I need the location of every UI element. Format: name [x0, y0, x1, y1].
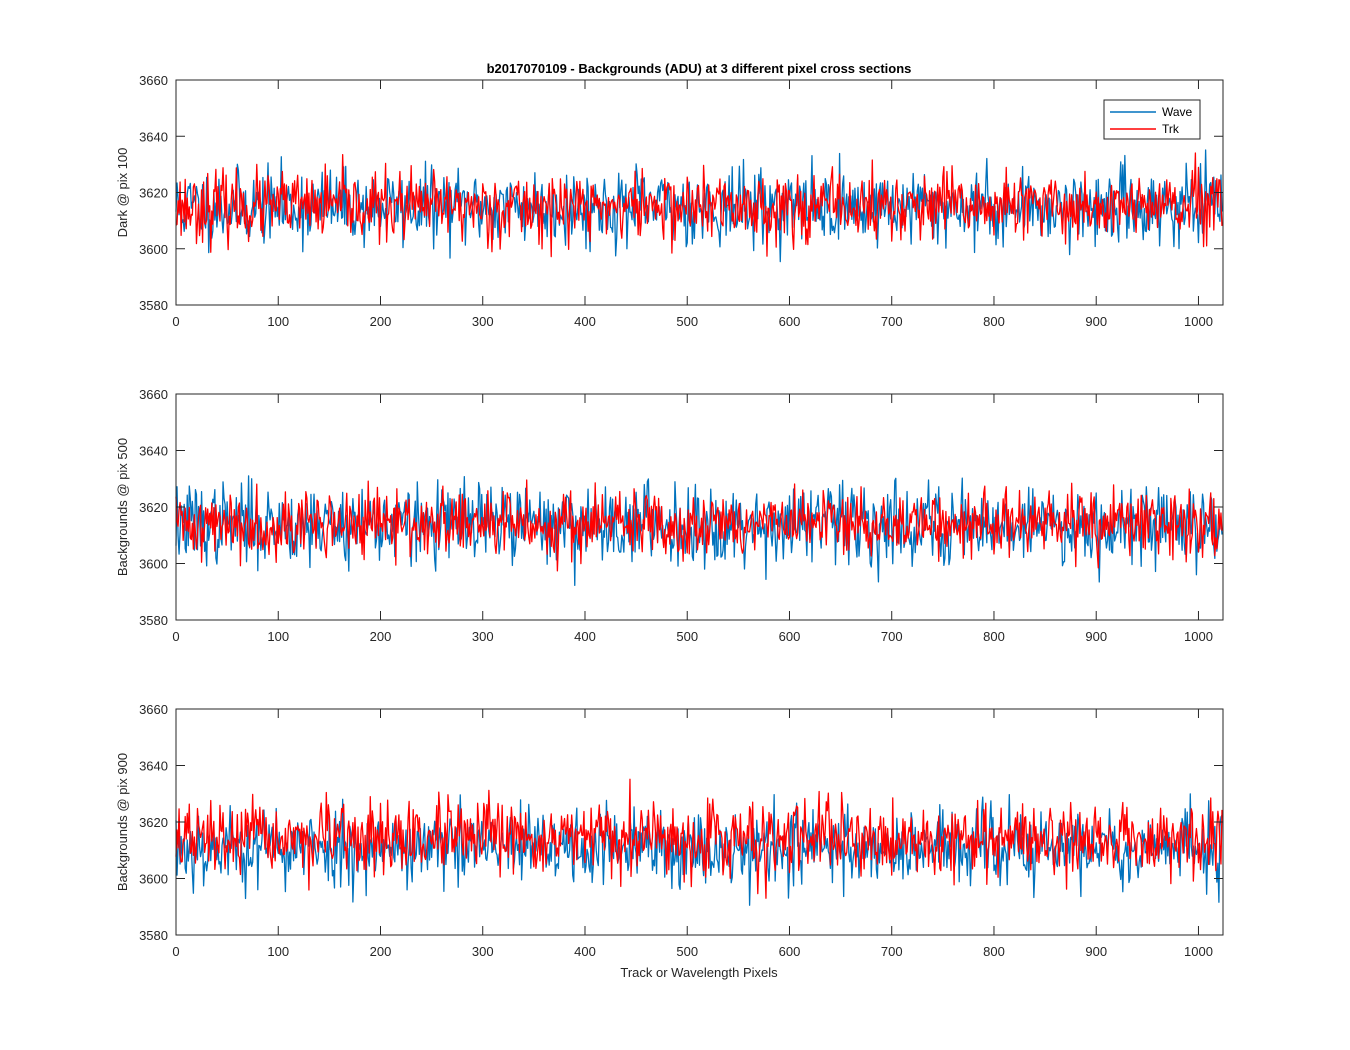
x-tick-label: 1000 [1184, 629, 1213, 644]
legend-box [1103, 99, 1201, 140]
y-tick-label: 3620 [139, 815, 168, 830]
x-tick-label: 100 [267, 629, 289, 644]
series-line-trk [175, 479, 1223, 572]
legend-entry-wave: Wave [1162, 105, 1193, 119]
x-tick-label: 100 [267, 314, 289, 329]
y-tick-label: 3660 [139, 73, 168, 88]
panel-1-series [175, 149, 1223, 263]
x-tick-label: 800 [983, 944, 1005, 959]
panel-1-plot-area [176, 80, 1223, 305]
x-tick-label: 500 [676, 629, 698, 644]
panel-1-y-axis-label: Dark @ pix 100 [115, 148, 130, 238]
x-tick-label: 800 [983, 629, 1005, 644]
y-tick-label: 3620 [139, 186, 168, 201]
x-tick-label: 900 [1085, 629, 1107, 644]
x-tick-label: 300 [472, 629, 494, 644]
x-tick-label: 1000 [1184, 944, 1213, 959]
panel-2-y-axis-label: Backgrounds @ pix 500 [115, 438, 130, 576]
panel-2-ticks: 0 100 200 300 400 500 600 700 800 900 1000 3580 3600… [139, 387, 1223, 644]
panel-3-series [175, 778, 1223, 906]
x-tick-label: 600 [779, 944, 801, 959]
panel-2: Backgrounds @ pix 500 0 100 200 300 400 500 60… [115, 387, 1224, 644]
panel-1-axes-box [175, 79, 1224, 306]
x-axis-label: Track or Wavelength Pixels [620, 965, 778, 980]
y-tick-label: 3640 [139, 759, 168, 774]
panel-2-axes-box [175, 393, 1224, 621]
legend: Wave Trk [1103, 99, 1201, 140]
series-line-trk [175, 152, 1223, 258]
x-tick-label: 200 [370, 944, 392, 959]
panel-3-plot-area [176, 709, 1223, 935]
y-tick-label: 3660 [139, 702, 168, 717]
y-tick-label: 3580 [139, 928, 168, 943]
panel-2-series [175, 475, 1223, 586]
y-tick-label: 3600 [139, 872, 168, 887]
y-tick-label: 3660 [139, 387, 168, 402]
y-tick-label: 3640 [139, 444, 168, 459]
panel-3-ticks: 0 100 200 300 400 500 600 700 800 900 1000 3580 3600… [139, 702, 1223, 959]
y-tick-label: 3640 [139, 129, 168, 144]
x-tick-label: 300 [472, 944, 494, 959]
x-tick-label: 400 [574, 944, 596, 959]
x-tick-label: 0 [172, 314, 179, 329]
y-tick-label: 3620 [139, 500, 168, 515]
x-tick-label: 700 [881, 944, 903, 959]
legend-entry-trk: Trk [1162, 122, 1180, 136]
x-tick-label: 0 [172, 944, 179, 959]
x-tick-label: 700 [881, 629, 903, 644]
x-tick-label: 0 [172, 629, 179, 644]
y-tick-label: 3580 [139, 298, 168, 313]
x-tick-label: 200 [370, 314, 392, 329]
y-tick-label: 3600 [139, 557, 168, 572]
x-tick-label: 900 [1085, 314, 1107, 329]
x-tick-label: 600 [779, 314, 801, 329]
panel-3-axes-box [175, 708, 1224, 936]
panel-1-ticks: 0 100 200 300 400 500 600 700 800 900 1000 3580 3600… [139, 73, 1223, 329]
x-tick-label: 200 [370, 629, 392, 644]
series-line-wave [175, 475, 1223, 586]
x-tick-label: 300 [472, 314, 494, 329]
x-tick-label: 100 [267, 944, 289, 959]
panel-3: Backgrounds @ pix 900 Track or Wavelengt… [115, 702, 1224, 980]
x-tick-label: 400 [574, 629, 596, 644]
y-tick-label: 3600 [139, 242, 168, 257]
x-tick-label: 700 [881, 314, 903, 329]
x-tick-label: 500 [676, 314, 698, 329]
y-tick-label: 3580 [139, 613, 168, 628]
panel-1: b2017070109 - Backgrounds (ADU) at 3 dif… [115, 61, 1224, 329]
x-tick-label: 900 [1085, 944, 1107, 959]
x-tick-label: 400 [574, 314, 596, 329]
x-tick-label: 1000 [1184, 314, 1213, 329]
x-tick-label: 600 [779, 629, 801, 644]
x-tick-label: 800 [983, 314, 1005, 329]
x-tick-label: 500 [676, 944, 698, 959]
series-line-trk [175, 778, 1223, 899]
chart-title: b2017070109 - Backgrounds (ADU) at 3 dif… [487, 61, 912, 76]
panel-3-y-axis-label: Backgrounds @ pix 900 [115, 753, 130, 891]
